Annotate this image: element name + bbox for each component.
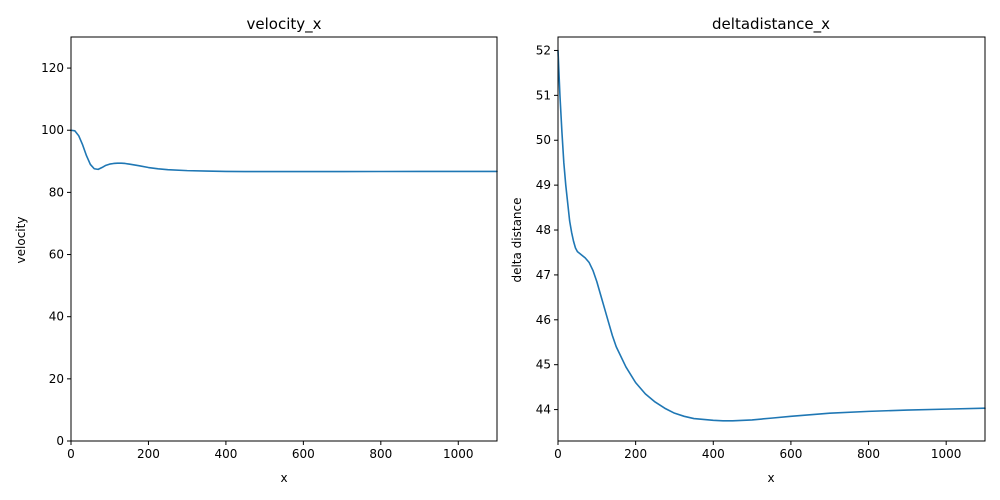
series-line [70,129,498,173]
y-tick-label: 51 [536,88,551,102]
y-axis-label: delta distance [510,197,524,282]
x-axis-label: x [767,471,774,485]
y-tick-label: 60 [49,248,64,262]
x-tick-label: 0 [554,447,562,461]
y-tick-label: 46 [536,313,551,327]
x-tick-label: 1000 [443,447,474,461]
x-tick-label: 400 [214,447,237,461]
y-tick-label: 47 [536,268,551,282]
x-tick-label: 0 [67,447,75,461]
y-tick-label: 50 [536,133,551,147]
y-tick-label: 120 [41,61,64,75]
y-tick-label: 44 [536,403,551,417]
y-tick-label: 45 [536,358,551,372]
x-axis-label: x [280,471,287,485]
x-tick-label: 600 [779,447,802,461]
delta-distance-chart: deltadistance_x x delta distance 0 200 400… [510,15,986,485]
plot-frame [70,36,498,442]
series-line [557,49,986,422]
y-tick-label: 40 [49,310,64,324]
x-tick-label: 600 [292,447,315,461]
y-axis-label: velocity [14,217,28,264]
x-tick-label: 1000 [931,447,962,461]
y-tick-label: 49 [536,178,551,192]
x-tick-label: 400 [702,447,725,461]
y-tick-label: 80 [49,185,64,199]
chart-title: deltadistance_x [712,15,830,34]
plot-frame [557,36,986,442]
y-tick-label: 20 [49,372,64,386]
chart-title: velocity_x [247,15,322,34]
y-tick-label: 100 [41,123,64,137]
y-tick-label: 48 [536,223,551,237]
velocity-chart: velocity_x x velocity 0 200 400 600 800 1000 0… [14,15,498,485]
x-tick-label: 800 [369,447,392,461]
y-tick-label: 0 [56,434,64,448]
x-tick-label: 200 [624,447,647,461]
x-tick-label: 200 [137,447,160,461]
y-tick-label: 52 [536,43,551,57]
x-tick-label: 800 [857,447,880,461]
